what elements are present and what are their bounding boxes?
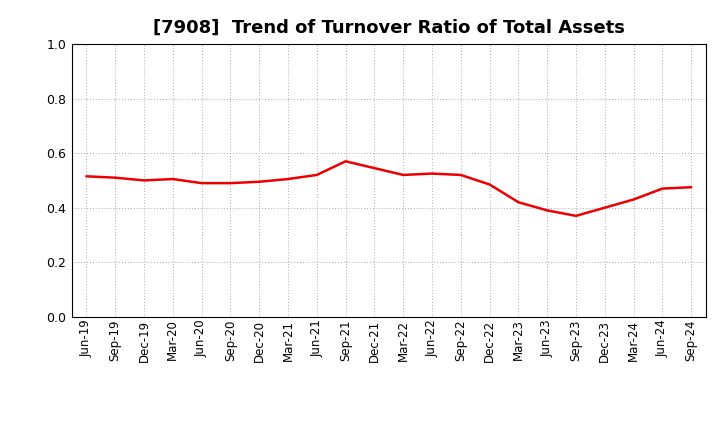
Title: [7908]  Trend of Turnover Ratio of Total Assets: [7908] Trend of Turnover Ratio of Total … (153, 19, 625, 37)
